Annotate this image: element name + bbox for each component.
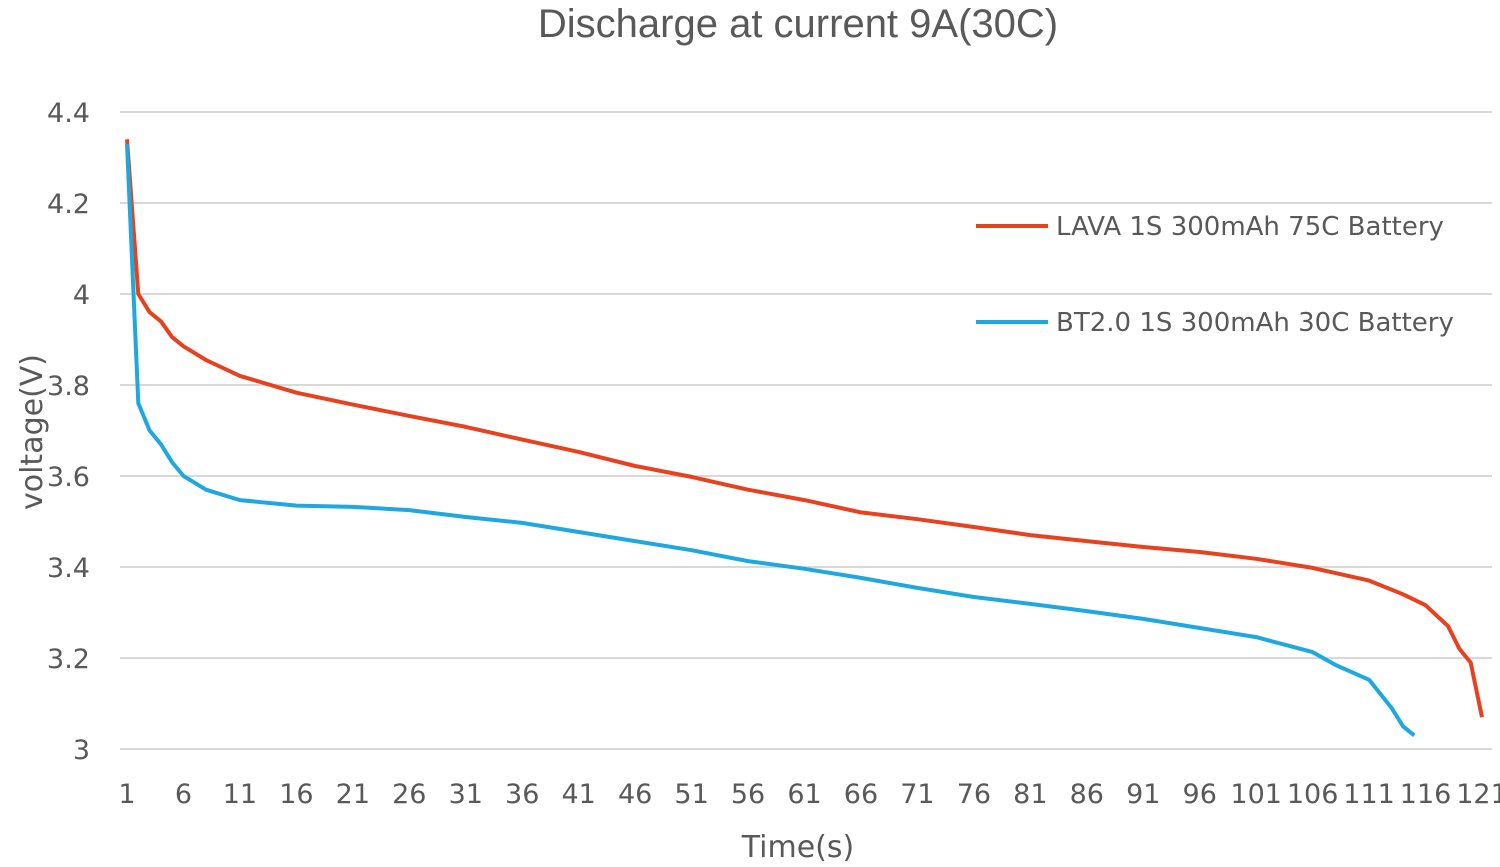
- x-axis-label: Time(s): [741, 830, 854, 865]
- series-line-bt2: [125, 143, 1416, 737]
- x-tick-label: 81: [1013, 779, 1047, 810]
- x-tick-label: 36: [505, 779, 539, 810]
- x-tick-label: 91: [1126, 779, 1160, 810]
- chart-title: Discharge at current 9A(30C): [537, 2, 1059, 46]
- x-tick-label: 46: [618, 779, 652, 810]
- x-tick-label: 121: [1456, 779, 1500, 810]
- x-tick-label: 71: [900, 779, 934, 810]
- y-tick-label: 3: [73, 735, 90, 766]
- x-tick-label: 111: [1343, 779, 1395, 810]
- x-tick-label: 1: [118, 779, 135, 810]
- x-tick-label: 21: [336, 779, 370, 810]
- x-tick-label: 11: [223, 779, 257, 810]
- y-tick-label: 4: [73, 280, 90, 311]
- x-tick-label: 106: [1287, 779, 1339, 810]
- x-tick-label: 101: [1230, 779, 1282, 810]
- x-tick-label: 16: [279, 779, 313, 810]
- y-tick-label: 3.6: [47, 462, 90, 493]
- y-tick-label: 3.2: [47, 644, 90, 675]
- legend-label: LAVA 1S 300mAh 75C Battery: [1056, 212, 1444, 242]
- x-tick-label: 51: [674, 779, 708, 810]
- x-tick-label: 76: [957, 779, 991, 810]
- x-tick-label: 56: [731, 779, 765, 810]
- x-tick-label: 61: [787, 779, 821, 810]
- y-tick-label: 3.8: [47, 371, 90, 402]
- legend-label: BT2.0 1S 300mAh 30C Battery: [1056, 308, 1454, 338]
- y-axis-label: voltage(V): [15, 354, 50, 510]
- x-tick-label: 26: [392, 779, 426, 810]
- series-line-lava: [125, 139, 1484, 718]
- y-tick-label: 4.2: [47, 189, 90, 220]
- x-tick-label: 6: [175, 779, 192, 810]
- y-tick-label: 3.4: [47, 553, 90, 584]
- x-tick-label: 86: [1070, 779, 1104, 810]
- x-tick-label: 41: [561, 779, 595, 810]
- x-tick-label: 116: [1400, 779, 1452, 810]
- x-tick-label: 31: [449, 779, 483, 810]
- y-tick-label: 4.4: [47, 98, 90, 129]
- x-tick-label: 96: [1183, 779, 1217, 810]
- x-tick-label: 66: [844, 779, 878, 810]
